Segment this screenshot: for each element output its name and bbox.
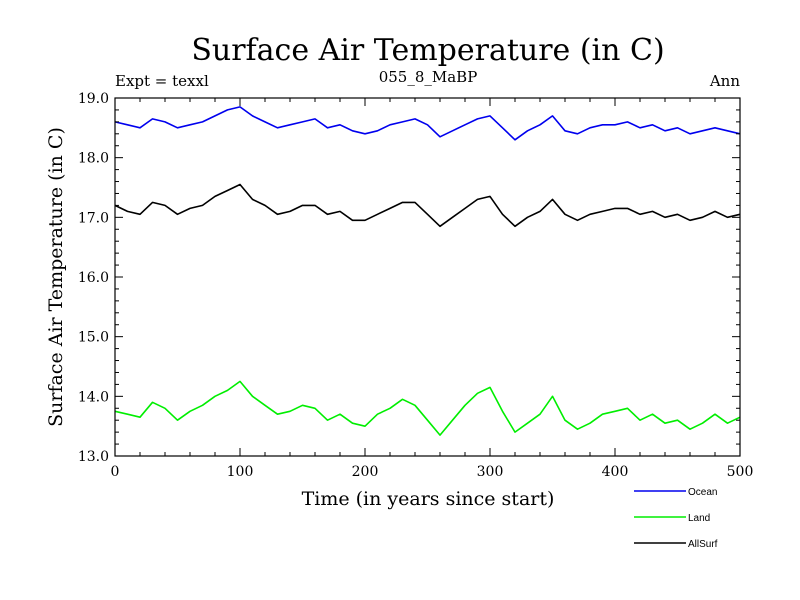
y-axis-label: Surface Air Temperature (in C) [45, 127, 67, 427]
x-axis-label: Time (in years since start) [302, 488, 555, 510]
series-line-allsurf [114, 183, 741, 228]
y-tick-label: 15.0 [78, 330, 109, 346]
legend: Ocean Land AllSurf [634, 487, 718, 550]
x-tick-label: 400 [602, 464, 629, 480]
y-tick-label: 17.0 [78, 210, 109, 226]
y-tick-label: 18.0 [78, 151, 109, 167]
legend-label-allsurf: AllSurf [688, 539, 718, 550]
x-tick-label: 0 [111, 464, 120, 480]
x-tick-label: 100 [227, 464, 254, 480]
y-tick-label: 16.0 [78, 270, 109, 286]
chart-title: Surface Air Temperature (in C) [191, 33, 664, 68]
y-tick-label: 14.0 [78, 389, 109, 405]
series-line-ocean [114, 106, 741, 141]
series-line-land [114, 380, 741, 436]
run-label: 055_8_MaBP [379, 68, 478, 86]
x-tick-label: 200 [352, 464, 379, 480]
axis-layer: 0 100 200 300 400 500 13.0 14.0 15.0 16.0 17.0 18.0… [78, 91, 754, 480]
y-tick-label: 19.0 [78, 91, 109, 107]
x-tick-label: 500 [727, 464, 754, 480]
y-tick-label: 13.0 [78, 449, 109, 465]
season-label: Ann [709, 72, 740, 90]
x-tick-label: 300 [477, 464, 504, 480]
expt-label: Expt = texxl [115, 72, 209, 90]
legend-label-ocean: Ocean [688, 487, 717, 498]
plot-frame [114, 97, 741, 457]
series-layer [114, 106, 741, 436]
legend-label-land: Land [688, 513, 710, 524]
